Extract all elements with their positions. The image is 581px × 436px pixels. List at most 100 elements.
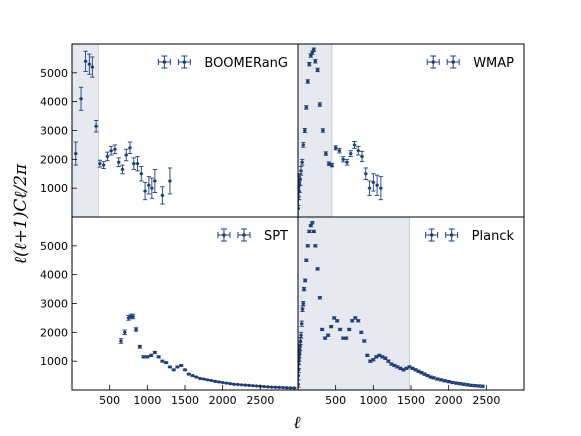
- data-point-wmap: [337, 147, 342, 154]
- data-point-planck: [371, 358, 376, 362]
- data-point-spt: [171, 368, 176, 372]
- data-point-boomerang: [131, 157, 136, 170]
- x-tick-label: 1000: [133, 394, 161, 407]
- data-point-planck: [442, 379, 448, 383]
- data-point-spt: [276, 385, 282, 390]
- y-axis-label: ℓ(ℓ+1)Cℓ/2π: [11, 163, 31, 264]
- panel-planck: 500 1000 1500 2000 2500 Planck: [297, 216, 525, 407]
- data-point-planck: [438, 378, 444, 382]
- data-point-planck: [457, 382, 463, 386]
- data-point-spt: [141, 355, 146, 359]
- data-point-boomerang: [167, 167, 173, 195]
- data-point-spt: [280, 385, 286, 390]
- data-point-planck: [301, 286, 307, 292]
- data-point-spt: [235, 382, 240, 387]
- data-point-boomerang: [108, 145, 114, 156]
- data-point-spt: [182, 368, 188, 372]
- data-point-boomerang: [146, 176, 152, 195]
- data-point-planck: [298, 331, 304, 339]
- data-point-boomerang: [152, 168, 158, 193]
- y-tick-label: 5000: [40, 67, 68, 80]
- data-point-spt: [212, 379, 218, 383]
- data-point-spt: [205, 378, 210, 382]
- data-point-wmap: [371, 173, 376, 192]
- data-point-planck: [334, 319, 340, 323]
- data-point-wmap: [311, 47, 317, 52]
- data-point-boomerang: [90, 56, 95, 78]
- data-point-spt: [160, 359, 165, 363]
- x-tick-label: 2500: [246, 394, 274, 407]
- data-point-planck: [313, 244, 318, 248]
- data-point-boomerang: [127, 141, 133, 155]
- data-point-planck: [480, 384, 485, 388]
- data-point-planck: [431, 376, 436, 380]
- y-tick-label: 4000: [40, 269, 68, 282]
- data-point-boomerang: [93, 119, 99, 133]
- data-point-wmap: [341, 156, 346, 163]
- data-point-wmap: [298, 173, 303, 186]
- data-point-spt: [179, 363, 184, 368]
- x-tick-label: 1000: [359, 394, 387, 407]
- data-point-planck: [356, 319, 361, 323]
- legend-label: WMAP: [473, 56, 514, 71]
- y-tick-label: 3000: [40, 125, 68, 138]
- data-point-wmap: [344, 158, 350, 166]
- data-point-spt: [273, 385, 278, 389]
- data-point-spt: [190, 373, 195, 378]
- legend-boomerang: BOOMERanG: [157, 55, 288, 71]
- data-point-spt: [254, 384, 259, 388]
- x-tick-label: 2500: [472, 394, 500, 407]
- data-point-planck: [299, 320, 304, 327]
- data-point-wmap: [301, 142, 306, 148]
- panel-wmap: WMAP: [297, 43, 525, 218]
- data-point-spt: [224, 381, 229, 385]
- y-tick-label: 3000: [40, 298, 68, 311]
- data-point-wmap: [298, 166, 304, 176]
- data-point-planck: [435, 377, 440, 381]
- data-point-boomerang: [120, 164, 125, 175]
- data-point-boomerang: [116, 157, 121, 167]
- data-point-planck: [311, 229, 317, 234]
- data-point-spt: [167, 365, 173, 369]
- panels-group: 1000 2000 3000 4000 5000 BOOMERanG WMAP 1000 200…: [40, 43, 525, 407]
- data-point-spt: [163, 361, 169, 365]
- data-point-planck: [347, 327, 352, 332]
- data-point-spt: [156, 355, 161, 359]
- data-point-boomerang: [105, 151, 110, 162]
- data-point-boomerang: [112, 144, 118, 155]
- data-point-wmap: [348, 150, 353, 157]
- data-point-planck: [328, 324, 334, 329]
- data-point-wmap: [323, 151, 329, 156]
- data-point-spt: [250, 384, 255, 388]
- series-spt: [118, 313, 297, 390]
- data-point-planck: [353, 316, 358, 320]
- legend-marker: [157, 55, 171, 69]
- data-point-planck: [317, 296, 323, 300]
- data-point-spt: [220, 380, 225, 385]
- data-point-wmap: [356, 145, 361, 156]
- data-point-boomerang: [139, 166, 144, 182]
- data-point-spt: [126, 315, 131, 321]
- legend-label: BOOMERanG: [204, 56, 288, 71]
- data-point-planck: [469, 383, 474, 387]
- data-point-planck: [465, 383, 470, 387]
- x-axis-label: ℓ: [293, 413, 300, 433]
- data-point-boomerang: [135, 155, 140, 172]
- data-point-spt: [152, 350, 158, 355]
- data-point-boomerang: [124, 148, 129, 162]
- legend-wmap: WMAP: [426, 55, 514, 71]
- data-point-boomerang: [78, 86, 84, 111]
- data-point-wmap: [352, 141, 357, 149]
- legend-marker: [426, 55, 440, 69]
- legend-marker: [217, 228, 231, 242]
- data-point-boomerang: [97, 159, 103, 168]
- data-point-planck: [359, 330, 364, 334]
- data-point-planck: [337, 327, 343, 332]
- data-point-spt: [243, 383, 248, 387]
- data-point-planck: [298, 342, 303, 352]
- series-planck: [298, 221, 485, 390]
- data-point-spt: [175, 365, 180, 369]
- x-tick-label: 2000: [435, 394, 463, 407]
- data-point-planck: [365, 353, 370, 358]
